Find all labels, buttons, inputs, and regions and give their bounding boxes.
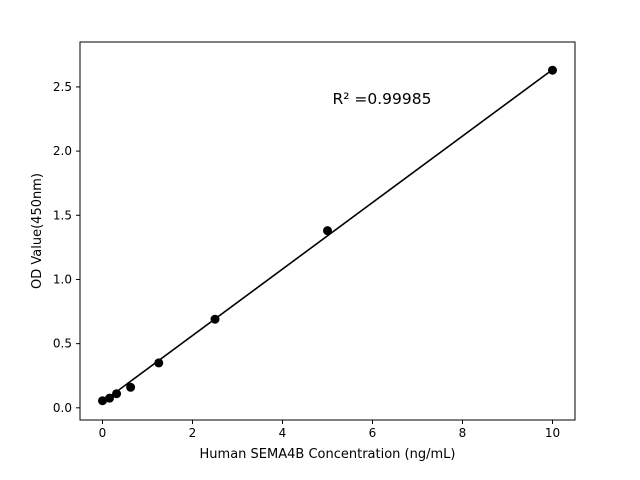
- x-tick-label: 2: [189, 426, 197, 440]
- x-tick-label: 4: [279, 426, 287, 440]
- y-axis-label: OD Value(450nm): [30, 173, 45, 289]
- data-point: [323, 226, 332, 236]
- y-tick-label: 2.0: [53, 144, 72, 158]
- plot-frame: [79, 41, 576, 421]
- data-point: [210, 314, 220, 324]
- r-squared-annotation: R² =0.99985: [332, 90, 432, 108]
- fit-line: [102, 68, 553, 403]
- x-axis-label: Human SEMA4B Concentration (ng/mL): [199, 447, 456, 462]
- y-tick-label: 0.5: [53, 337, 72, 351]
- data-point: [126, 382, 136, 392]
- x-tick-label: 10: [545, 426, 560, 440]
- data-point: [154, 358, 164, 368]
- x-tick-label: 0: [99, 426, 107, 440]
- data-point: [98, 396, 107, 406]
- x-tick-label: 6: [369, 426, 377, 440]
- y-tick-label: 2.5: [53, 80, 72, 94]
- x-tick-label: 8: [459, 426, 467, 440]
- data-point: [105, 393, 115, 403]
- data-point: [548, 65, 557, 75]
- y-tick-label: 1.0: [53, 272, 72, 286]
- y-tick-label: 1.5: [53, 208, 72, 222]
- y-tick-label: 0.0: [53, 401, 72, 415]
- data-point: [112, 389, 122, 399]
